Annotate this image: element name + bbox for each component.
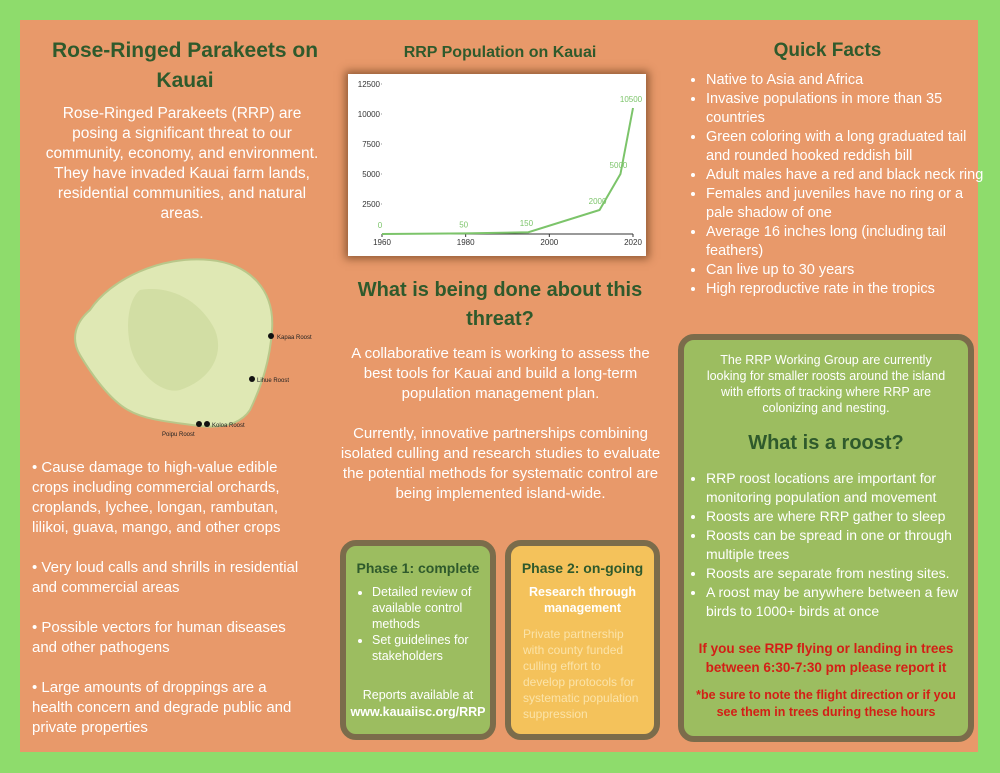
roost-note: *be sure to note the flight direction or…: [696, 688, 956, 719]
roost-intro: The RRP Working Group are currently look…: [706, 353, 946, 415]
fact: Green coloring with a long graduated tai…: [706, 128, 988, 166]
x-tick-label: 2020: [624, 238, 642, 247]
x-tick-label: 1980: [457, 238, 475, 247]
middle-paragraphs: A collaborative team is working to asses…: [338, 344, 663, 504]
y-tick-label: 5000: [362, 170, 380, 179]
phase1-link[interactable]: www.kauaiisc.org/RRP: [350, 705, 486, 719]
data-label: 0: [378, 221, 383, 230]
map-label: Lihue Roost: [257, 378, 289, 384]
bullet: • Cause damage to high-value edible crop…: [32, 459, 281, 536]
fact: Adult males have a red and black neck ri…: [706, 166, 988, 185]
bullet: A roost may be anywhere between a few bi…: [706, 583, 962, 621]
roost-dot: [268, 333, 274, 339]
phase1-list: Detailed review of available control met…: [346, 584, 490, 664]
data-label: 5000: [610, 161, 628, 170]
data-label: 50: [459, 220, 468, 229]
paragraph: Currently, innovative partnerships combi…: [340, 425, 661, 502]
left-bullets: • Cause damage to high-value edible crop…: [32, 458, 307, 738]
chart: 2500 5000 7500 10000 12500 1960 1980 2000 2020 0 5…: [348, 74, 646, 256]
chart-title: RRP Population on Kauai: [403, 44, 597, 61]
data-label: 2000: [589, 197, 607, 206]
y-tick-label: 10000: [358, 110, 381, 119]
y-tick-label: 12500: [358, 80, 381, 89]
bullet: Roosts can be spread in one or through m…: [706, 526, 962, 564]
map-label: Koloa Roost: [212, 423, 245, 429]
bullet: Roosts are separate from nesting sites.: [706, 564, 962, 583]
roost-title: What is a roost?: [748, 432, 904, 454]
bullet: Roosts are where RRP gather to sleep: [706, 507, 962, 526]
bullet: Set guidelines for stakeholders: [372, 632, 484, 664]
fact: Can live up to 30 years: [706, 261, 988, 280]
roost-dot: [196, 421, 202, 427]
fact: Females and juveniles have no ring or a …: [706, 185, 988, 223]
map-label: Poipu Roost: [162, 432, 195, 438]
island-relief: [128, 289, 219, 391]
bullet: Detailed review of available control met…: [372, 584, 484, 632]
paragraph: A collaborative team is working to asses…: [351, 345, 650, 402]
x-tick-label: 2000: [540, 238, 558, 247]
bullet: RRP roost locations are important for mo…: [706, 469, 962, 507]
middle-heading: What is being done about this threat?: [357, 279, 643, 330]
roost-dot: [204, 421, 210, 427]
roost-alert: If you see RRP flying or landing in tree…: [698, 641, 954, 675]
bullet: • Large amounts of droppings are a healt…: [32, 679, 292, 736]
roost-dot: [249, 376, 255, 382]
left-title: Rose-Ringed Parakeets on Kauai: [51, 39, 319, 92]
facts-title: Quick Facts: [773, 40, 882, 61]
fact: High reproductive rate in the tropics: [706, 280, 988, 299]
x-tick-label: 1960: [373, 238, 391, 247]
phase2-text: Private partnership with county funded c…: [523, 627, 639, 721]
phase1-footer: Reports available at: [362, 688, 474, 702]
bullet: • Possible vectors for human diseases an…: [32, 619, 286, 656]
phase2-title: Phase 2: on-going: [521, 560, 644, 576]
phase1-title: Phase 1: complete: [356, 560, 480, 576]
phase2-subtitle: Research through management: [529, 585, 636, 615]
facts-list: Native to Asia and Africa Invasive popul…: [686, 71, 988, 299]
roost-box: The RRP Working Group are currently look…: [678, 334, 974, 742]
map: Kapaa Roost Lihue Roost Koloa Roost Poip…: [74, 258, 312, 438]
phase1-box: Phase 1: complete Detailed review of ava…: [340, 540, 496, 740]
fact: Native to Asia and Africa: [706, 71, 988, 90]
data-label: 10500: [620, 95, 643, 104]
data-label: 150: [520, 219, 534, 228]
y-tick-label: 2500: [362, 200, 380, 209]
phase2-box: Phase 2: on-going Research through manag…: [505, 540, 660, 740]
fact: Average 16 inches long (including tail f…: [706, 223, 988, 261]
intro: Rose-Ringed Parakeets (RRP) are posing a…: [45, 105, 319, 222]
y-tick-label: 7500: [362, 140, 380, 149]
bullet: • Very loud calls and shrills in residen…: [32, 559, 299, 596]
roost-list: RRP roost locations are important for mo…: [684, 469, 968, 621]
fact: Invasive populations in more than 35 cou…: [706, 90, 988, 128]
line: [381, 107, 634, 235]
map-label: Kapaa Roost: [277, 335, 312, 341]
